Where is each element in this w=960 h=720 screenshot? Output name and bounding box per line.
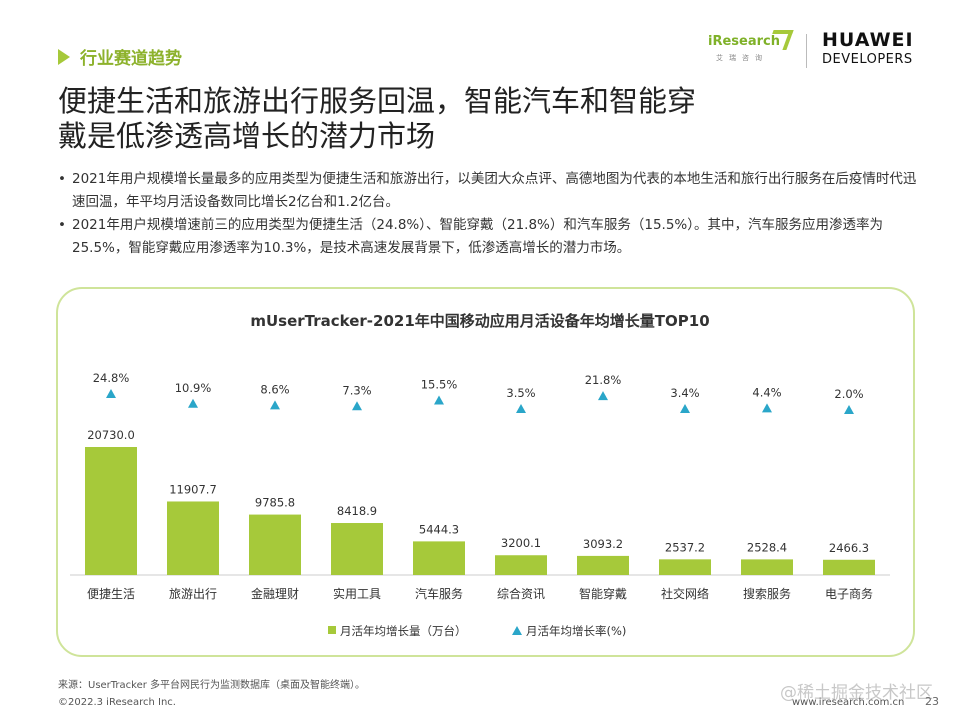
x-tick-label: 便捷生活 (87, 587, 135, 601)
rate-marker (434, 395, 444, 405)
bar (823, 559, 875, 575)
bar-value-label: 8418.9 (337, 504, 377, 518)
rate-marker (762, 403, 772, 413)
bullet-item: • 2021年用户规模增长量最多的应用类型为便捷生活和旅游出行，以美团大众点评、… (58, 168, 928, 214)
bar (249, 514, 301, 575)
x-tick-label: 汽车服务 (415, 586, 463, 601)
x-tick-label: 社交网络 (661, 586, 709, 601)
bar-value-label: 9785.8 (255, 496, 295, 510)
bar (495, 555, 547, 575)
section-label: 行业赛道趋势 (80, 49, 182, 69)
bar (413, 541, 465, 575)
bar-value-label: 3093.2 (583, 537, 623, 551)
rate-marker (844, 405, 854, 414)
x-tick-label: 搜索服务 (743, 586, 791, 601)
iresearch-logo-text: iResearch (708, 34, 780, 49)
legend-bar-swatch (328, 626, 336, 634)
chart-title: mUserTracker-2021年中国移动应用月活设备年均增长量TOP10 (250, 312, 709, 330)
bar-value-label: 2466.3 (829, 541, 869, 555)
chart-frame (56, 287, 915, 657)
rate-value-label: 24.8% (93, 371, 130, 385)
rate-marker (680, 404, 690, 414)
copyright: ©2022.3 iResearch Inc. (58, 697, 176, 708)
huawei-logo-line2: DEVELOPERS (822, 52, 913, 67)
rate-value-label: 10.9% (175, 381, 212, 395)
bullet-item: • 2021年用户规模增速前三的应用类型为便捷生活（24.8%）、智能穿戴（21… (58, 214, 928, 260)
page-title-line1: 便捷生活和旅游出行服务回温，智能汽车和智能穿 (58, 84, 697, 118)
rate-value-label: 8.6% (260, 382, 289, 396)
page-number: 23 (925, 695, 939, 708)
watermark: @稀土掘金技术社区 (780, 683, 933, 703)
section-tag: 行业赛道趋势 (58, 44, 182, 69)
rate-value-label: 4.4% (752, 385, 781, 399)
rate-value-label: 7.3% (342, 383, 371, 397)
bar-value-label: 2537.2 (665, 540, 705, 554)
rate-value-label: 15.5% (421, 378, 458, 392)
bar (331, 523, 383, 575)
rate-marker (598, 391, 608, 401)
bar-value-label: 11907.7 (169, 482, 217, 496)
page-title: 便捷生活和旅游出行服务回温，智能汽车和智能穿 戴是低渗透高增长的潜力市场 (58, 84, 818, 154)
play-triangle-icon (58, 48, 70, 65)
legend-marker-label: 月活年均增长率(%) (526, 624, 626, 638)
x-tick-label: 智能穿戴 (579, 586, 627, 601)
iresearch-logo-subtext: 艾瑞咨询 (716, 54, 768, 62)
rate-marker (270, 400, 280, 410)
bullet-dot-icon: • (58, 217, 66, 233)
rate-value-label: 3.4% (670, 386, 699, 400)
bar-value-label: 2528.4 (747, 540, 787, 554)
x-tick-label: 旅游出行 (169, 587, 217, 601)
bar-value-label: 5444.3 (419, 522, 459, 536)
huawei-developers-logo: HUAWEI DEVELOPERS (822, 30, 914, 70)
rate-marker (188, 398, 198, 408)
rate-value-label: 3.5% (506, 386, 535, 400)
bar (659, 559, 711, 575)
bar-value-label: 3200.1 (501, 536, 541, 550)
bar (167, 501, 219, 575)
bullet-text: 2021年用户规模增长量最多的应用类型为便捷生活和旅游出行，以美团大众点评、高德… (72, 171, 917, 210)
legend-marker-swatch (512, 626, 522, 635)
x-tick-label: 电子商务 (825, 586, 873, 601)
bar (741, 559, 793, 575)
rate-marker (516, 403, 526, 413)
rate-marker (106, 389, 116, 398)
x-tick-label: 金融理财 (251, 586, 299, 601)
rate-marker (352, 401, 362, 411)
huawei-logo-line1: HUAWEI (822, 29, 914, 51)
bullet-text: 2021年用户规模增速前三的应用类型为便捷生活（24.8%）、智能穿戴（21.8… (72, 217, 884, 256)
bar-value-label: 20730.0 (87, 428, 135, 442)
legend-bar-label: 月活年均增长量（万台） (340, 624, 467, 638)
bullet-dot-icon: • (58, 171, 66, 187)
rate-value-label: 21.8% (585, 373, 622, 387)
bar (85, 447, 137, 575)
rate-value-label: 2.0% (834, 387, 863, 401)
iresearch-logo: iResearch 艾瑞咨询 (708, 30, 794, 70)
bullet-list: • 2021年用户规模增长量最多的应用类型为便捷生活和旅游出行，以美团大众点评、… (58, 168, 928, 260)
x-tick-label: 实用工具 (333, 586, 381, 601)
source-note: 来源：UserTracker 多平台网民行为监测数据库（桌面及智能终端）。 (58, 680, 366, 691)
logo-divider (806, 34, 807, 68)
bar (577, 555, 629, 575)
x-tick-label: 综合资讯 (497, 586, 545, 601)
page-title-line2: 戴是低渗透高增长的潜力市场 (58, 119, 436, 153)
footer-url: www.iresearch.com.cn (792, 697, 905, 708)
